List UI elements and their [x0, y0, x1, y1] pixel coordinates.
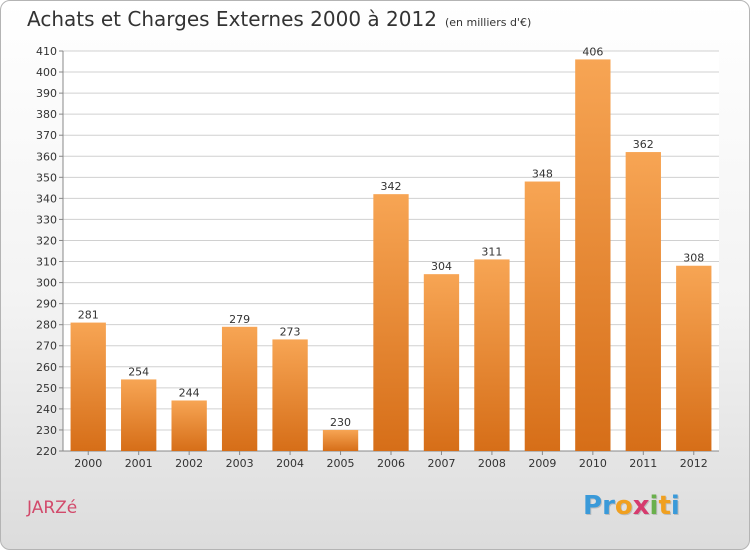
x-tick-label-2005: 2005: [327, 457, 355, 470]
value-label-2009: 348: [532, 168, 553, 181]
y-tick-label: 220: [36, 445, 57, 458]
value-label-2000: 281: [78, 309, 99, 322]
y-tick-label: 380: [36, 108, 57, 121]
bar-2006: [373, 194, 409, 451]
bar-chart: 220 230 240 250 260 270 280 290 300 310 320 330 340 3…: [36, 45, 719, 470]
value-label-2002: 244: [179, 386, 200, 399]
bar-2004: [272, 339, 308, 451]
y-tick-label: 330: [36, 213, 57, 226]
y-tick-label: 310: [36, 256, 57, 269]
x-tick-label-2011: 2011: [629, 457, 657, 470]
value-label-2006: 342: [381, 180, 402, 193]
y-tick-label: 230: [36, 424, 57, 437]
logo-letter: r: [602, 491, 615, 521]
value-label-2012: 308: [683, 252, 704, 265]
y-tick-label: 250: [36, 382, 57, 395]
bar-2005: [322, 429, 359, 451]
x-tick-label-2003: 2003: [226, 457, 254, 470]
y-tick-label: 340: [36, 192, 57, 205]
x-tick-label-2004: 2004: [276, 457, 304, 470]
bar-2010: [575, 59, 611, 451]
y-tick-label: 260: [36, 361, 57, 374]
y-tick-label: 240: [36, 403, 57, 416]
bar-2007: [423, 274, 460, 451]
x-tick-label-2000: 2000: [74, 457, 102, 470]
y-tick-label: 410: [36, 45, 57, 58]
bar-2012: [676, 265, 712, 451]
y-tick-label: 300: [36, 277, 57, 290]
x-tick-label-2002: 2002: [175, 457, 203, 470]
y-tick-label: 350: [36, 171, 57, 184]
bar-2002: [171, 400, 207, 451]
value-label-2010: 406: [582, 45, 603, 58]
y-tick-label: 370: [36, 129, 57, 142]
y-tick-label: 390: [36, 87, 57, 100]
value-label-2004: 273: [280, 325, 301, 338]
bar-2009: [524, 181, 561, 452]
x-tick-label-2010: 2010: [579, 457, 607, 470]
bar-2011: [625, 152, 661, 452]
logo-letter: i: [670, 491, 680, 521]
value-label-2008: 311: [481, 245, 502, 258]
x-tick-label-2012: 2012: [680, 457, 708, 470]
x-tick-label-2008: 2008: [478, 457, 506, 470]
value-label-2003: 279: [229, 313, 250, 326]
chart-title: Achats et Charges Externes 2000 à 2012 (e…: [27, 7, 531, 31]
title-main: Achats et Charges Externes 2000 à 2012: [27, 7, 437, 31]
bar-2003: [221, 326, 258, 451]
logo-letter: o: [614, 491, 633, 521]
value-label-2001: 254: [128, 365, 149, 378]
logo-letter: P: [583, 491, 603, 521]
logo-letter: t: [658, 491, 671, 521]
y-tick-label: 320: [36, 234, 57, 247]
value-label-2007: 304: [431, 260, 452, 273]
bar-2000: [70, 322, 106, 451]
bar-2001: [121, 379, 157, 451]
x-tick-label-2006: 2006: [377, 457, 405, 470]
x-tick-label-2001: 2001: [125, 457, 153, 470]
logo-letter: x: [632, 491, 650, 521]
title-unit: (en milliers d'€): [444, 16, 532, 29]
y-tick-label: 400: [36, 66, 57, 79]
y-tick-label: 360: [36, 150, 57, 163]
x-tick-label-2007: 2007: [427, 457, 455, 470]
logo-letter: i: [649, 491, 659, 521]
y-tick-label: 270: [36, 340, 57, 353]
bar-2008: [474, 259, 510, 451]
proxiti-logo: Proxiti: [583, 491, 680, 521]
x-tick-label-2009: 2009: [528, 457, 556, 470]
y-tick-label: 290: [36, 298, 57, 311]
value-label-2011: 362: [633, 138, 654, 151]
value-label-2005: 230: [330, 416, 351, 429]
y-tick-label: 280: [36, 319, 57, 332]
commune-name: JARZé: [27, 498, 78, 518]
